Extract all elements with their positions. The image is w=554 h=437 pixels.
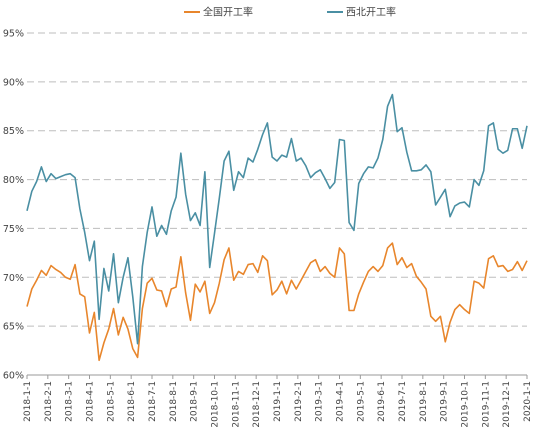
x-tick-label: 2019-1-1 (273, 381, 283, 422)
x-tick-label: 2019-5-1 (356, 381, 366, 422)
x-tick-label: 2018-1-1 (23, 381, 33, 422)
x-tick-label: 2019-8-1 (419, 381, 429, 422)
x-tick-label: 2018-3-1 (65, 381, 75, 422)
x-tick-label: 2019-3-1 (315, 381, 325, 422)
x-tick-label: 2019-2-1 (294, 381, 304, 422)
x-tick-label: 2018-5-1 (106, 381, 116, 422)
y-tick-label: 75% (3, 224, 24, 235)
x-tick-label: 2019-12-1 (502, 381, 512, 428)
y-tick-label: 60% (3, 371, 24, 382)
legend-label-national: 全国开工率 (203, 6, 253, 19)
series-line-national (26, 242, 528, 362)
legend-label-northwest: 西北开工率 (346, 6, 396, 19)
legend: 全国开工率 西北开工率 (184, 6, 396, 19)
x-tick-label: 2019-6-1 (377, 381, 387, 422)
x-tick-label: 2019-4-1 (336, 381, 346, 422)
x-axis: 2018-1-1 2018-2-1 2018-3-1 2018-4-1 2018-5-1… (23, 374, 533, 428)
x-tick-label: 2018-12-1 (252, 381, 262, 428)
x-tick-label: 2019-7-1 (398, 381, 408, 422)
y-tick-label: 95% (3, 29, 24, 40)
x-tick-label: 2018-2-1 (44, 381, 54, 422)
series-line-northwest (26, 93, 528, 345)
x-tick-label: 2018-10-1 (211, 381, 221, 428)
y-tick-label: 70% (3, 273, 24, 284)
x-tick-label: 2019-9-1 (440, 381, 450, 422)
x-tick-label: 2019-10-1 (461, 381, 471, 428)
x-tick-label: 2018-8-1 (169, 381, 179, 422)
x-tick-label: 2018-11-1 (231, 381, 241, 428)
series-lines (26, 93, 528, 362)
y-tick-label: 85% (3, 126, 24, 137)
y-tick-label: 80% (3, 175, 24, 186)
y-axis-ticks: 60% 65% 70% 75% 80% 85% 90% 95% (3, 29, 24, 382)
y-tick-label: 65% (3, 322, 24, 333)
x-tick-label: 2018-9-1 (190, 381, 200, 422)
x-tick-label: 2018-4-1 (86, 381, 96, 422)
x-tick-label: 2019-11-1 (481, 381, 491, 428)
x-tick-label: 2020-1-1 (523, 381, 533, 422)
x-tick-label: 2018-7-1 (148, 381, 158, 422)
y-tick-label: 90% (3, 77, 24, 88)
x-tick-label: 2018-6-1 (127, 381, 137, 422)
